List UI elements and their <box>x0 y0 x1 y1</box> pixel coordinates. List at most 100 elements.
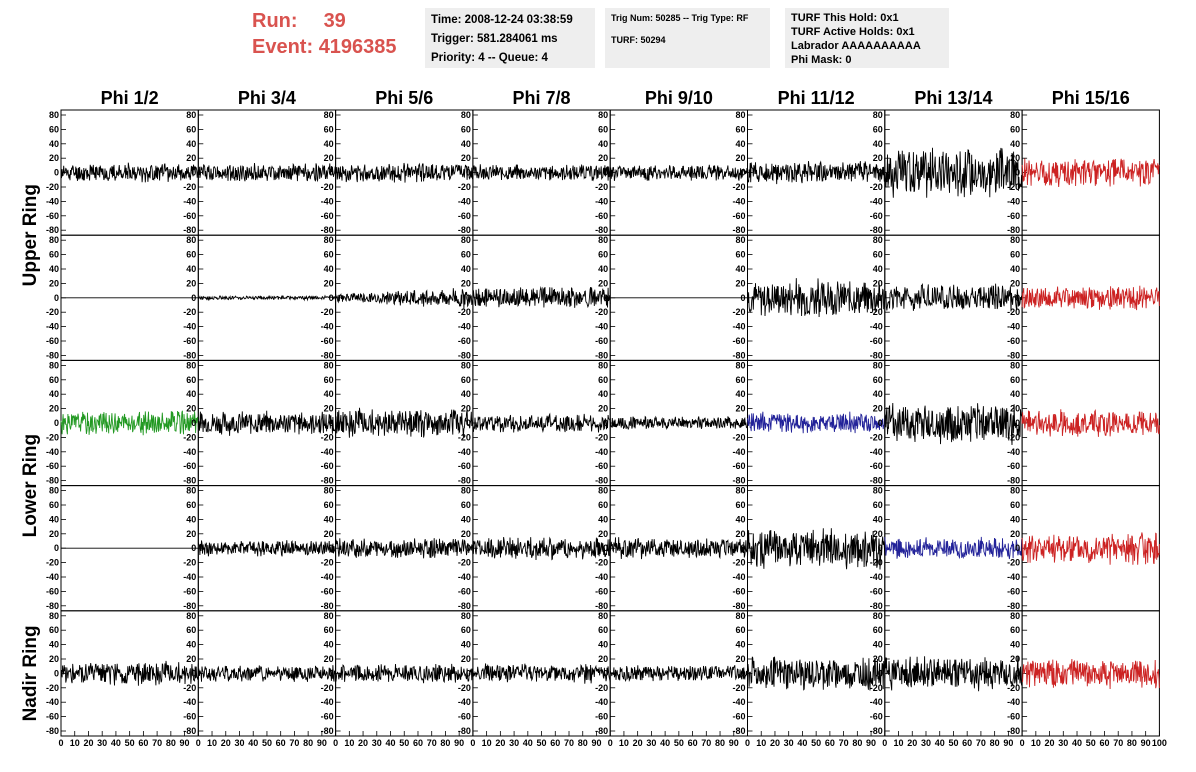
x-tick-label: 70 <box>564 738 574 748</box>
y-tick-label: 20 <box>324 404 334 414</box>
waveform-trace <box>60 660 199 686</box>
x-tick-label: 30 <box>509 738 519 748</box>
x-tick-label: 90 <box>180 738 190 748</box>
y-tick-label: 80 <box>735 235 745 245</box>
y-tick-label: -60 <box>183 336 196 346</box>
x-tick-label: 20 <box>633 738 643 748</box>
y-tick-label: 60 <box>735 625 745 635</box>
y-tick-label: 80 <box>598 235 608 245</box>
y-tick-label: -20 <box>46 432 59 442</box>
y-tick-label: 60 <box>186 500 196 510</box>
y-tick-label: 80 <box>735 110 745 120</box>
waveform-trace <box>335 162 474 183</box>
y-tick-label: -40 <box>870 447 883 457</box>
y-tick-label: -60 <box>321 336 334 346</box>
x-tick-label: 70 <box>839 738 849 748</box>
y-tick-label: -40 <box>870 697 883 707</box>
x-tick-label: 40 <box>797 738 807 748</box>
x-tick-label: 0 <box>470 738 475 748</box>
x-tick-label: 20 <box>1045 738 1055 748</box>
y-tick-label: -20 <box>870 683 883 693</box>
waveform-trace <box>1021 658 1160 690</box>
column-title: Phi 15/16 <box>1052 88 1130 108</box>
y-tick-label: 40 <box>598 640 608 650</box>
y-tick-label: 60 <box>598 625 608 635</box>
y-tick-label: -60 <box>1007 461 1020 471</box>
y-tick-label: -20 <box>46 182 59 192</box>
y-tick-label: 40 <box>461 389 471 399</box>
y-tick-label: 40 <box>49 139 59 149</box>
column-title: Phi 7/8 <box>513 88 571 108</box>
waveform-trace <box>197 665 337 682</box>
y-tick-label: -20 <box>870 558 883 568</box>
y-tick-label: -40 <box>321 196 334 206</box>
y-tick-label: 40 <box>1010 514 1020 524</box>
y-tick-label: -60 <box>595 461 608 471</box>
y-tick-label: -80 <box>46 476 59 486</box>
x-tick-label: 60 <box>550 738 560 748</box>
y-tick-label: 60 <box>324 250 334 260</box>
x-tick-label: 50 <box>811 738 821 748</box>
x-tick-label: 80 <box>166 738 176 748</box>
waveform-trace <box>60 410 199 436</box>
y-tick-label: -80 <box>595 476 608 486</box>
y-tick-label: 80 <box>461 486 471 496</box>
x-tick-label: 90 <box>866 738 876 748</box>
y-tick-label: 0 <box>603 668 608 678</box>
y-tick-label: 20 <box>873 529 883 539</box>
y-tick-label: -40 <box>1007 196 1020 206</box>
waveform-trace <box>884 282 1023 312</box>
y-tick-label: 0 <box>54 668 59 678</box>
y-tick-label: 20 <box>324 529 334 539</box>
y-tick-label: -20 <box>458 558 471 568</box>
turf-this-hold-text: TURF This Hold: 0x1 <box>791 12 899 24</box>
x-tick-label: 80 <box>990 738 1000 748</box>
y-tick-label: -40 <box>1007 697 1020 707</box>
x-tick-label: 20 <box>907 738 917 748</box>
y-tick-label: -80 <box>321 726 334 736</box>
y-tick-label: 60 <box>461 124 471 134</box>
y-tick-label: 40 <box>873 389 883 399</box>
y-tick-label: 20 <box>735 529 745 539</box>
y-tick-label: -20 <box>870 307 883 317</box>
y-tick-label: 0 <box>1015 168 1020 178</box>
waveform-trace <box>472 663 611 684</box>
y-tick-label: -40 <box>732 196 745 206</box>
y-tick-label: -60 <box>183 586 196 596</box>
y-tick-label: -40 <box>183 572 196 582</box>
y-tick-label: 60 <box>186 250 196 260</box>
y-tick-label: 60 <box>598 375 608 385</box>
y-tick-label: -60 <box>458 336 471 346</box>
column-title: Phi 5/6 <box>375 88 433 108</box>
x-tick-label: 70 <box>152 738 162 748</box>
y-tick-label: 80 <box>1010 360 1020 370</box>
y-tick-label: -80 <box>321 350 334 360</box>
y-tick-label: 60 <box>735 375 745 385</box>
y-tick-label: 20 <box>735 278 745 288</box>
y-tick-label: 0 <box>329 168 334 178</box>
x-tick-label: 70 <box>289 738 299 748</box>
y-tick-label: -80 <box>458 350 471 360</box>
x-tick-label: 30 <box>372 738 382 748</box>
y-tick-label: -20 <box>321 432 334 442</box>
y-tick-label: -80 <box>183 350 196 360</box>
y-tick-label: -80 <box>321 225 334 235</box>
run-label: Run: <box>252 10 298 32</box>
x-tick-label: 80 <box>440 738 450 748</box>
y-tick-label: -60 <box>595 336 608 346</box>
waveform-trace <box>1021 532 1160 565</box>
y-tick-label: 40 <box>735 514 745 524</box>
y-tick-label: 80 <box>461 611 471 621</box>
x-tick-label: 20 <box>83 738 93 748</box>
y-tick-label: 60 <box>324 375 334 385</box>
y-tick-label: 60 <box>324 124 334 134</box>
y-tick-label: -80 <box>46 225 59 235</box>
y-tick-label: 20 <box>598 529 608 539</box>
y-tick-label: 80 <box>324 110 334 120</box>
y-tick-label: 40 <box>324 264 334 274</box>
y-tick-label: 60 <box>735 500 745 510</box>
y-tick-label: 0 <box>878 168 883 178</box>
y-tick-label: -40 <box>46 447 59 457</box>
x-tick-label: 50 <box>948 738 958 748</box>
y-tick-label: -40 <box>595 322 608 332</box>
